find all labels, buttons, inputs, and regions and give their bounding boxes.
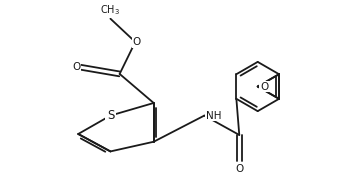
- Text: O: O: [260, 81, 268, 92]
- Text: O: O: [72, 62, 80, 72]
- Text: O: O: [132, 37, 141, 47]
- Text: O: O: [260, 81, 268, 92]
- Text: NH: NH: [206, 111, 221, 121]
- Text: O: O: [235, 164, 243, 174]
- Text: S: S: [107, 109, 114, 122]
- Text: CH$_3$: CH$_3$: [100, 3, 120, 17]
